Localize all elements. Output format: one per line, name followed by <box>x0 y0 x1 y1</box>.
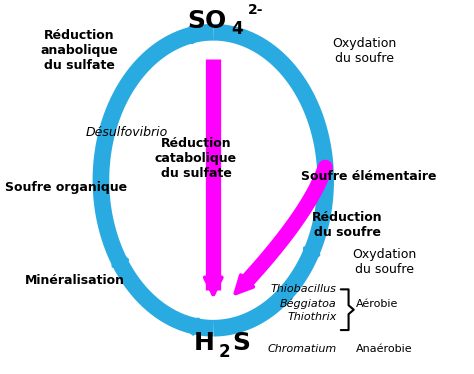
Text: Réduction
anabolique
du sulfate: Réduction anabolique du sulfate <box>40 29 118 72</box>
Text: 2: 2 <box>219 343 230 361</box>
Text: Soufre organique: Soufre organique <box>5 181 128 194</box>
Text: Oxydation
du soufre: Oxydation du soufre <box>332 37 397 65</box>
Text: SO: SO <box>187 9 227 33</box>
Text: Thiothrix: Thiothrix <box>287 312 337 322</box>
Text: 2-: 2- <box>247 3 263 17</box>
Text: Aérobie: Aérobie <box>356 299 398 309</box>
Text: Béggiatoa: Béggiatoa <box>280 299 337 309</box>
Text: Réduction
du soufre: Réduction du soufre <box>312 211 383 239</box>
Text: Anaérobie: Anaérobie <box>356 344 412 353</box>
Text: Chromatium: Chromatium <box>267 344 337 353</box>
Text: S: S <box>232 331 250 355</box>
Text: 4: 4 <box>231 19 243 37</box>
Text: H: H <box>194 331 215 355</box>
Text: Désulfovibrio: Désulfovibrio <box>86 126 168 139</box>
Text: Thiobacillus: Thiobacillus <box>271 284 337 294</box>
Text: Soufre élémentaire: Soufre élémentaire <box>301 170 437 183</box>
Text: Réduction
catabolique
du sulfate: Réduction catabolique du sulfate <box>155 137 237 180</box>
Text: Oxydation
du soufre: Oxydation du soufre <box>352 248 416 276</box>
Text: Minéralisation: Minéralisation <box>25 274 125 286</box>
